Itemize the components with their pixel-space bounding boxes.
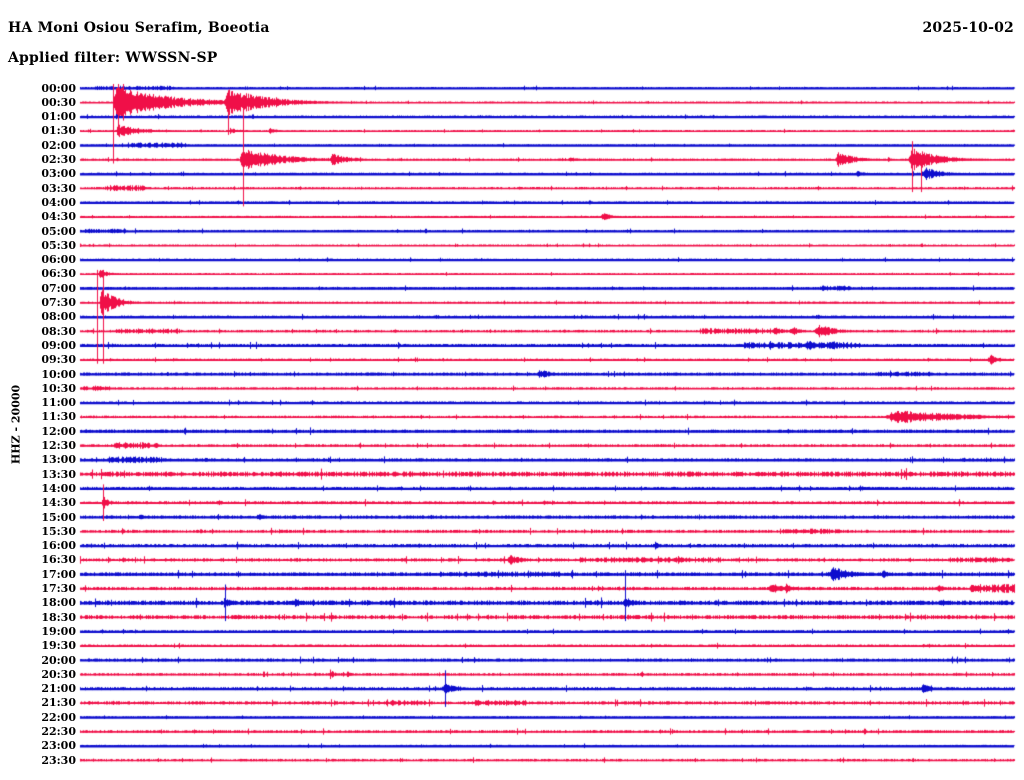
row-time-label: 19:00 <box>41 624 76 638</box>
row-time-label: 11:00 <box>41 396 76 410</box>
row-time-label: 09:00 <box>41 338 76 352</box>
row-time-label: 21:30 <box>41 696 76 710</box>
row-time-label: 16:30 <box>41 553 76 567</box>
channel-scale-label: HHZ - 20000 <box>9 384 23 465</box>
row-time-label: 05:00 <box>41 224 76 238</box>
row-time-label: 11:30 <box>41 410 76 424</box>
row-time-label: 10:30 <box>41 381 76 395</box>
row-time-label: 03:30 <box>41 181 76 195</box>
row-time-label: 03:00 <box>41 167 76 181</box>
row-time-label: 17:00 <box>41 567 76 581</box>
row-time-label: 07:30 <box>41 296 76 309</box>
row-time-label: 00:30 <box>41 95 76 109</box>
applied-filter-label: Applied filter: WWSSN-SP <box>8 50 218 66</box>
row-time-label: 18:30 <box>41 610 76 624</box>
row-time-label: 15:00 <box>41 510 76 524</box>
row-time-label: 13:30 <box>41 467 76 481</box>
row-time-label: 09:30 <box>41 353 76 367</box>
date-label: 2025-10-02 <box>922 20 1014 36</box>
row-time-label: 02:30 <box>41 153 76 166</box>
row-time-label: 08:30 <box>41 324 76 338</box>
row-time-label: 01:00 <box>41 110 76 124</box>
row-time-label: 10:00 <box>41 367 76 381</box>
row-time-label: 14:00 <box>41 481 76 495</box>
row-time-label: 20:00 <box>41 653 76 667</box>
row-time-label: 06:00 <box>41 253 76 267</box>
row-time-label: 14:30 <box>41 496 76 510</box>
row-time-label: 20:30 <box>41 667 76 681</box>
row-time-label: 19:30 <box>41 639 76 653</box>
row-time-label: 08:00 <box>41 310 76 324</box>
row-time-label: 15:30 <box>41 524 76 538</box>
row-time-label: 00:00 <box>41 81 76 95</box>
row-time-label: 16:00 <box>41 539 76 553</box>
row-time-label: 04:00 <box>41 195 76 209</box>
row-time-label: 04:30 <box>41 210 76 224</box>
row-time-label: 06:30 <box>41 267 76 281</box>
row-time-label: 12:00 <box>41 424 76 438</box>
row-time-label: 23:00 <box>41 739 76 753</box>
row-time-label: 17:30 <box>41 582 76 595</box>
row-time-label: 02:00 <box>41 138 76 152</box>
row-time-label: 23:30 <box>41 753 76 767</box>
row-time-label: 07:00 <box>41 281 76 295</box>
row-time-label: 13:00 <box>41 453 76 467</box>
row-time-label: 22:30 <box>41 725 76 738</box>
row-time-label: 21:00 <box>41 682 76 696</box>
row-time-label: 18:00 <box>41 596 76 610</box>
row-time-label: 22:00 <box>41 710 76 724</box>
row-time-label: 01:30 <box>41 124 76 138</box>
row-time-label: 12:30 <box>41 439 76 452</box>
row-time-label: 05:30 <box>41 238 76 252</box>
station-title: HA Moni Osiou Serafim, Boeotia <box>8 20 270 36</box>
